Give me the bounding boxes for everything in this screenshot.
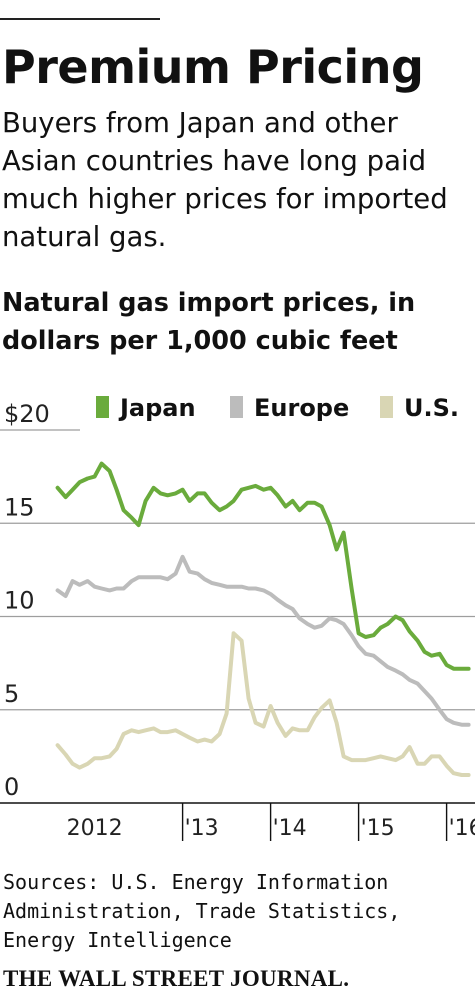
legend-swatch-us [380, 396, 393, 418]
chart-title: Natural gas import prices, in dollars pe… [2, 288, 416, 356]
legend-label-europe: Europe [254, 394, 349, 422]
top-rule [0, 8, 160, 20]
y-tick-label: 15 [4, 493, 35, 521]
series-line-europe [55, 554, 471, 727]
page-title: Premium Pricing [2, 40, 424, 94]
x-tick-label: '14 [273, 816, 307, 841]
x-tick-label: '16 [449, 816, 475, 841]
y-tick-label: 5 [4, 680, 19, 708]
legend-label-japan: Japan [118, 394, 196, 422]
sources-note: Sources: U.S. Energy Information Adminis… [3, 870, 401, 952]
y-tick-label: 10 [4, 587, 35, 615]
line-chart: $20 15 10 5 0 2012 '13 '14 '15 '16 Japan Europe U.S. [0, 394, 475, 841]
y-tick-label: $20 [4, 400, 50, 428]
x-tick-label: 2012 [67, 816, 123, 841]
page-subtitle: Buyers from Japan and other Asian countr… [2, 107, 448, 253]
x-tick-label: '15 [361, 816, 395, 841]
legend-swatch-japan [96, 396, 109, 418]
x-tick-label: '13 [185, 816, 219, 841]
series-line-japan [55, 461, 471, 671]
publisher-logo: THE WALL STREET JOURNAL. [3, 966, 350, 991]
legend-swatch-europe [230, 396, 243, 418]
series-line-us [55, 631, 471, 777]
legend-label-us: U.S. [404, 394, 459, 422]
y-tick-label: 0 [4, 773, 19, 801]
